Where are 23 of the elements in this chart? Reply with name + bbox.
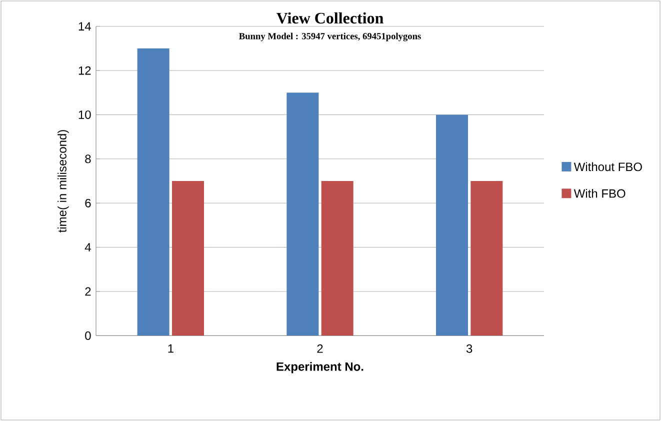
y-axis-title: time( in milisecond) <box>58 130 69 232</box>
y-tick-label: 8 <box>85 154 91 164</box>
bar <box>172 180 204 336</box>
bar <box>470 180 503 336</box>
y-tick-label: 12 <box>78 66 91 75</box>
x-tick-label: 1 <box>168 344 174 353</box>
x-tick-label: 3 <box>466 344 472 353</box>
y-tick-label: 4 <box>84 243 91 252</box>
x-tick-label: 2 <box>317 344 323 353</box>
chart-title: View Collection <box>276 12 384 24</box>
y-tick-label: 0 <box>85 331 91 340</box>
y-tick-label: 14 <box>78 22 91 30</box>
y-tick-label: 10 <box>78 110 91 119</box>
bar <box>286 92 319 336</box>
bar <box>436 114 468 336</box>
text: Bunny Model : 35947 vertices, 69451polygons <box>239 32 421 42</box>
bar <box>137 48 170 336</box>
bar <box>321 180 354 336</box>
legend-label: Without FBO <box>574 162 642 172</box>
legend-label: With FBO <box>574 188 626 198</box>
y-tick-label: 2 <box>85 287 91 296</box>
y-tick-label: 6 <box>85 198 91 208</box>
x-axis-title: Experiment No. <box>276 362 364 374</box>
